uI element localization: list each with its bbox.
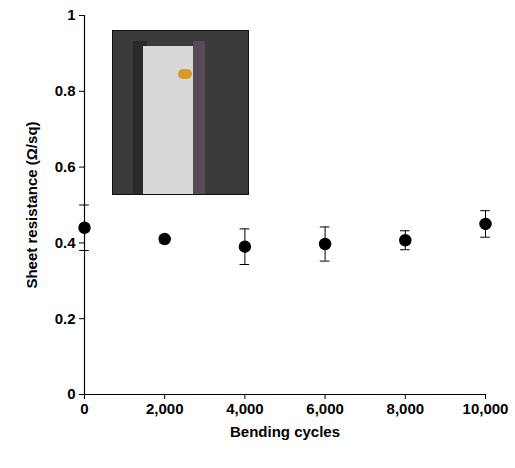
svg-text:1: 1 [67, 6, 75, 23]
svg-text:2,000: 2,000 [146, 400, 184, 417]
svg-text:4,000: 4,000 [226, 400, 264, 417]
svg-text:0: 0 [80, 400, 88, 417]
svg-text:0: 0 [67, 385, 75, 402]
svg-text:0.6: 0.6 [55, 158, 76, 175]
svg-text:0.2: 0.2 [55, 310, 76, 327]
svg-text:0.4: 0.4 [55, 234, 77, 251]
svg-text:Bending cycles: Bending cycles [230, 423, 340, 440]
svg-text:10,000: 10,000 [463, 400, 509, 417]
svg-text:6,000: 6,000 [306, 400, 344, 417]
svg-text:0.8: 0.8 [55, 82, 76, 99]
svg-text:Sheet resistance (Ω/sq): Sheet resistance (Ω/sq) [23, 121, 40, 288]
svg-text:8,000: 8,000 [387, 400, 425, 417]
